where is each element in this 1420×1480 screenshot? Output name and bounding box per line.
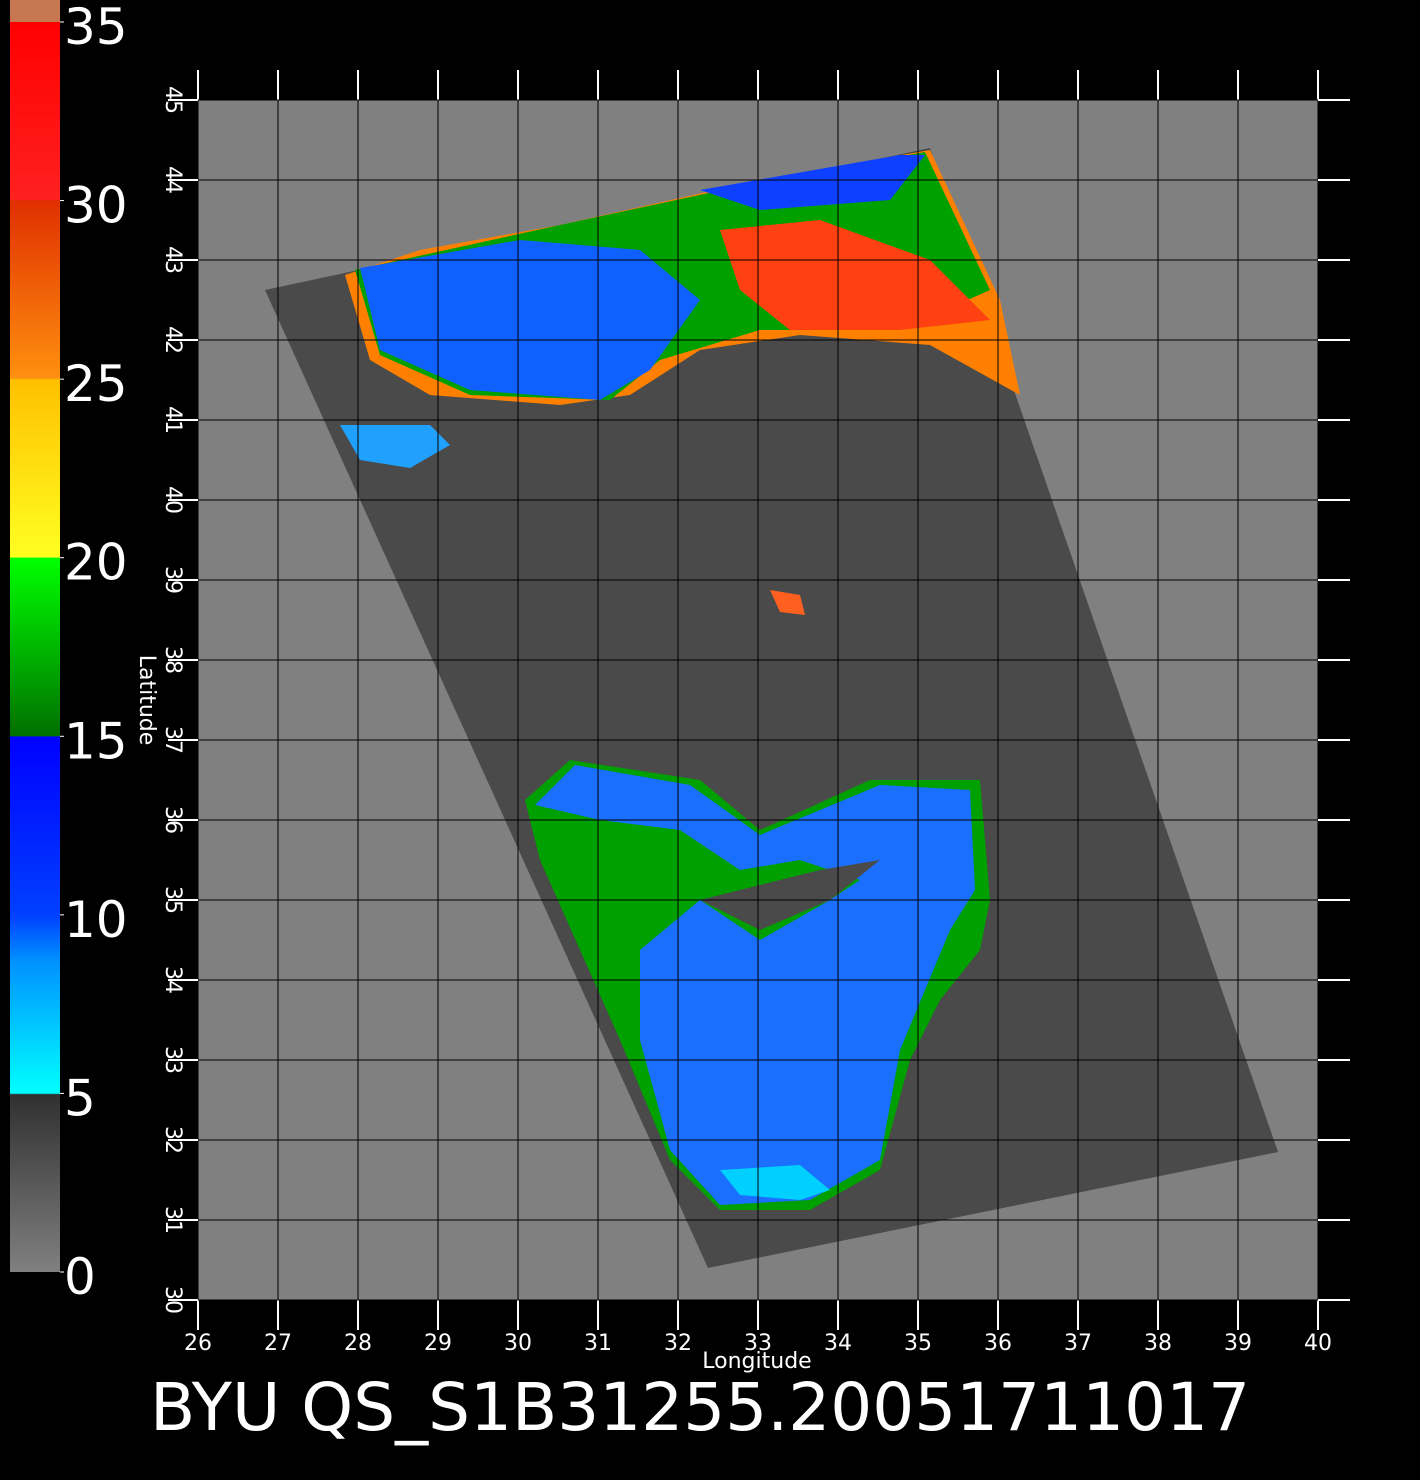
y-tick-label: 41 — [160, 406, 185, 434]
y-tick-label: 40 — [160, 486, 185, 514]
x-tick-label: 37 — [1064, 1331, 1092, 1356]
x-tick-label: 39 — [1224, 1331, 1252, 1356]
x-tick-label: 28 — [344, 1331, 372, 1356]
y-tick-label: 34 — [160, 966, 185, 994]
y-tick-label: 45 — [160, 86, 185, 114]
colorbar-tick-label: 5 — [64, 1069, 96, 1127]
x-tick-label: 33 — [744, 1331, 772, 1356]
y-axis-label: Latitude — [134, 655, 159, 746]
y-tick-label: 38 — [160, 646, 185, 674]
x-tick-label: 27 — [264, 1331, 292, 1356]
x-tick-label: 31 — [584, 1331, 612, 1356]
y-tick-label: 42 — [160, 326, 185, 354]
x-axis-label: Longitude — [702, 1349, 811, 1374]
black-sea — [340, 150, 1020, 468]
title: BYU QS_S1B31255.20051711017 — [150, 1369, 1250, 1446]
x-tick-label: 35 — [904, 1331, 932, 1356]
x-tick-label: 32 — [664, 1331, 692, 1356]
y-tick-label: 30 — [160, 1286, 185, 1314]
y-tick-label: 35 — [160, 886, 185, 914]
colorbar-tick-label: 10 — [64, 891, 128, 949]
y-tick-label: 32 — [160, 1126, 185, 1154]
x-tick-label: 26 — [184, 1331, 212, 1356]
x-tick-label: 34 — [824, 1331, 852, 1356]
x-tick-label: 38 — [1144, 1331, 1172, 1356]
colorbar-tick-label: 20 — [64, 534, 128, 592]
x-tick-label: 40 — [1304, 1331, 1332, 1356]
y-tick-label: 33 — [160, 1046, 185, 1074]
y-tick-label: 43 — [160, 246, 185, 274]
x-tick-label: 30 — [504, 1331, 532, 1356]
y-tick-label: 39 — [160, 566, 185, 594]
y-tick-label: 36 — [160, 806, 185, 834]
colorbar-tick-label: 0 — [64, 1248, 96, 1306]
y-tick-label: 37 — [160, 726, 185, 754]
colorbar-tick-label: 15 — [64, 712, 128, 770]
y-tick-label: 31 — [160, 1206, 185, 1234]
x-tick-label: 36 — [984, 1331, 1012, 1356]
colorbar-tick-label: 35 — [64, 0, 128, 56]
colorbar — [10, 22, 60, 1272]
colorbar-tick-label: 25 — [64, 355, 128, 413]
y-tick-label: 44 — [160, 166, 185, 194]
colorbar-tick-label: 30 — [64, 177, 128, 235]
x-tick-label: 29 — [424, 1331, 452, 1356]
colorbar-cap — [10, 0, 60, 22]
